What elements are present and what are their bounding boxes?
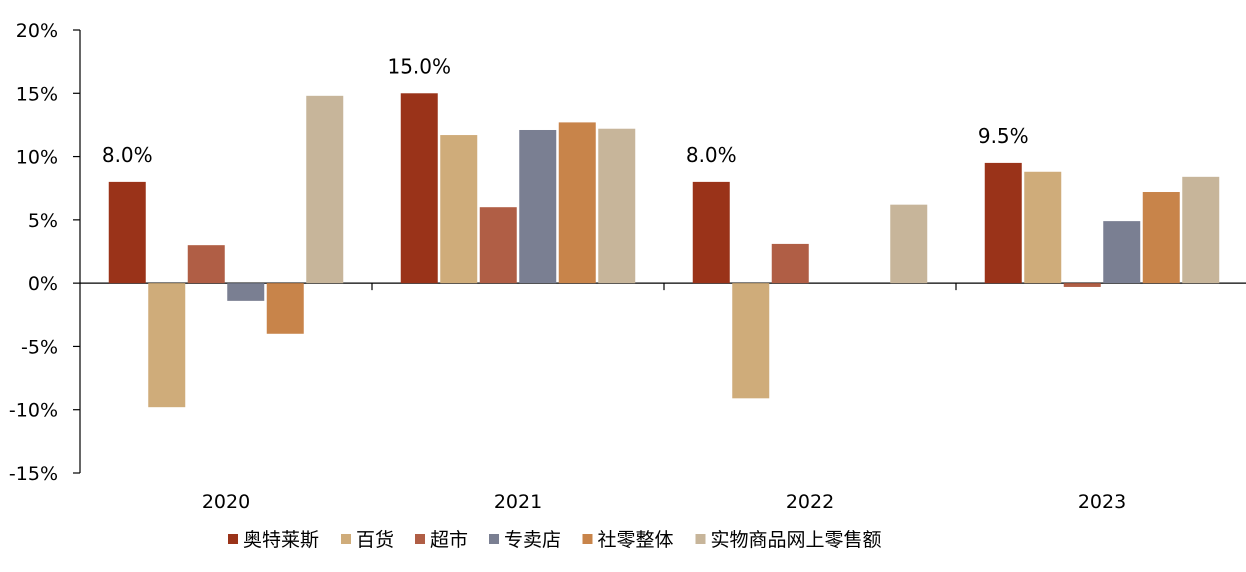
- legend-item: 实物商品网上零售额: [695, 529, 882, 551]
- data-label: 9.5%: [978, 124, 1029, 148]
- bar-2020-实物商品网上零售额: [306, 95, 344, 284]
- legend-label: 社零整体: [598, 529, 674, 551]
- y-tick-label: 0%: [28, 273, 58, 295]
- bar-2022-百货: [732, 283, 770, 399]
- bar-2020-百货: [148, 283, 186, 408]
- bar-2022-实物商品网上零售额: [890, 204, 928, 284]
- bar-2023-专卖店: [1103, 221, 1141, 284]
- legend-swatch: [695, 534, 706, 544]
- legend-label: 专卖店: [504, 529, 561, 551]
- data-labels: 8.0% 15.0% 8.0% 9.5%: [102, 54, 1029, 167]
- bar-2023-超市: [1063, 283, 1101, 287]
- y-tick-label: 5%: [28, 210, 58, 232]
- bar-2020-奥特莱斯: [108, 181, 146, 284]
- bar-2021-专卖店: [519, 129, 557, 284]
- legend-label: 超市: [430, 529, 468, 551]
- legend-swatch: [341, 534, 351, 544]
- bar-2021-百货: [440, 135, 478, 284]
- y-tick-label: 20%: [16, 20, 58, 42]
- x-tick-label: 2022: [786, 491, 834, 513]
- bar-2023-百货: [1024, 171, 1062, 284]
- x-tick-label: 2020: [202, 491, 250, 513]
- y-axis: -15% -10% -5% 0% 5% 10% 15% 20%: [9, 20, 81, 485]
- legend-swatch: [582, 534, 593, 544]
- y-tick-label: -5%: [21, 336, 58, 358]
- legend-swatch: [415, 534, 425, 544]
- legend-item: 社零整体: [582, 529, 674, 551]
- bar-2023-奥特莱斯: [984, 162, 1022, 284]
- x-tick-label: 2023: [1078, 491, 1126, 513]
- legend-label: 百货: [356, 529, 394, 551]
- legend: 奥特莱斯 百货 超市 专卖店 社零整体 实物商品网上零售额: [228, 529, 882, 551]
- bar-2021-奥特莱斯: [400, 93, 438, 284]
- bars: [108, 93, 1220, 408]
- bar-2020-社零整体: [266, 283, 304, 334]
- bar-2021-社零整体: [558, 122, 596, 284]
- legend-item: 专卖店: [489, 529, 561, 551]
- bar-2023-社零整体: [1142, 192, 1180, 284]
- y-tick-label: 10%: [16, 147, 58, 169]
- legend-item: 百货: [341, 529, 394, 551]
- bar-2021-超市: [479, 207, 517, 284]
- y-tick-label: 15%: [16, 83, 58, 105]
- legend-label: 实物商品网上零售额: [711, 529, 882, 551]
- y-tick-label: -15%: [9, 463, 58, 485]
- data-label: 8.0%: [686, 143, 737, 167]
- legend-item: 奥特莱斯: [228, 529, 319, 551]
- bar-2020-超市: [187, 245, 225, 284]
- x-axis: 2020 2021 2022 2023: [80, 282, 1246, 513]
- data-label: 15.0%: [387, 54, 451, 78]
- legend-swatch: [228, 534, 238, 544]
- legend-label: 奥特莱斯: [243, 529, 319, 551]
- x-tick-label: 2021: [494, 491, 542, 513]
- y-tick-label: -10%: [9, 400, 58, 422]
- bar-2022-奥特莱斯: [692, 181, 730, 284]
- legend-swatch: [489, 534, 499, 544]
- bar-2020-专卖店: [227, 283, 265, 301]
- data-label: 8.0%: [102, 143, 153, 167]
- bar-2023-实物商品网上零售额: [1182, 176, 1220, 284]
- bar-2021-实物商品网上零售额: [598, 128, 636, 284]
- legend-item: 超市: [415, 529, 468, 551]
- bar-2022-超市: [771, 243, 809, 284]
